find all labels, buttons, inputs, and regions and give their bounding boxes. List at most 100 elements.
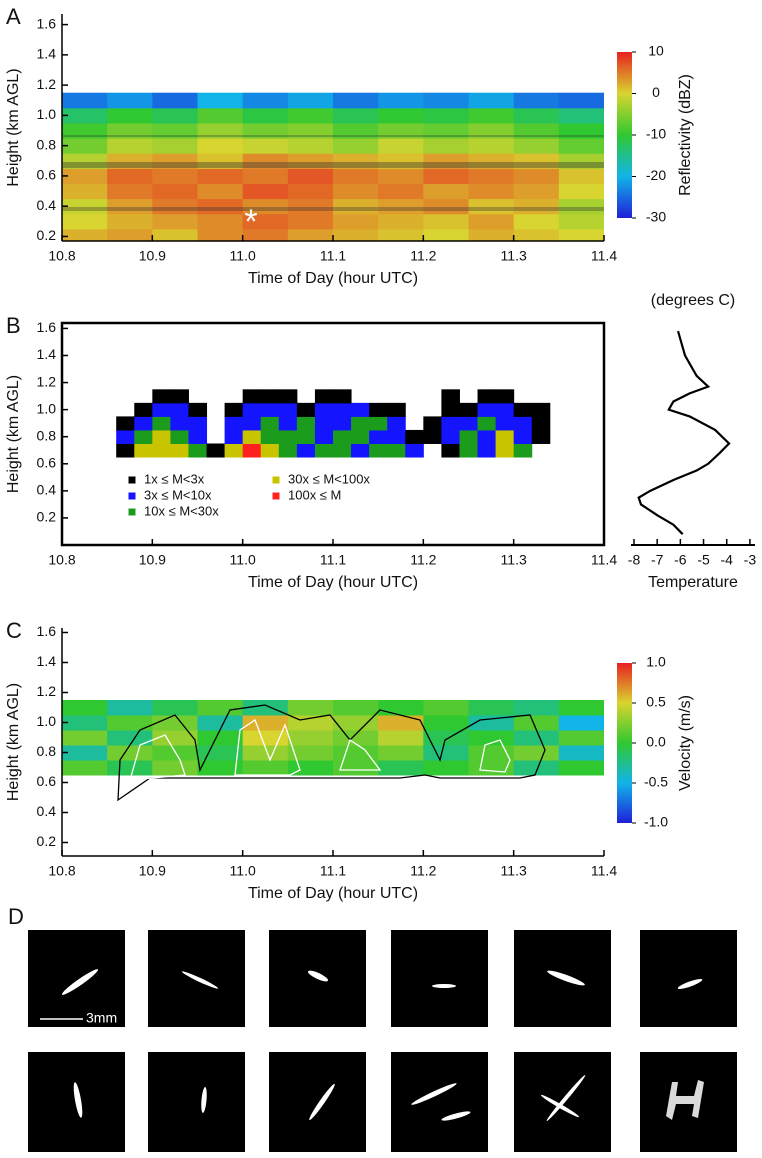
colorbar-tick-label: 0	[652, 84, 660, 100]
cell	[378, 213, 424, 230]
y-tick-label: 1.6	[37, 319, 57, 335]
colorbar	[617, 52, 632, 218]
cell	[333, 389, 352, 404]
temperature-line	[637, 330, 731, 535]
cell	[333, 183, 379, 200]
y-tick-label: 0.2	[37, 833, 57, 849]
cell	[314, 389, 334, 404]
crystal	[546, 1074, 586, 1122]
cell	[242, 213, 289, 230]
artifact-band	[62, 207, 604, 211]
cell	[477, 416, 497, 431]
cell	[459, 429, 479, 444]
scale-bar-label: 3mm	[86, 1010, 117, 1026]
cell	[333, 107, 379, 124]
colorbar-label: Velocity (m/s)	[677, 695, 694, 791]
cell	[558, 122, 604, 139]
cell	[152, 760, 198, 776]
cell	[513, 429, 533, 444]
x-tick-label: -4	[720, 552, 733, 568]
y-tick-label: 0.8	[37, 427, 57, 443]
crystal	[441, 1111, 471, 1121]
y-tick-label: 1.0	[37, 713, 57, 729]
cell	[378, 760, 424, 776]
legend-label: 10x ≤ M<30x	[144, 503, 219, 518]
cell	[477, 389, 497, 404]
cell	[62, 138, 108, 154]
cell	[62, 107, 108, 124]
cell	[558, 183, 604, 200]
cell	[423, 122, 469, 139]
cell	[242, 443, 262, 458]
cell	[423, 213, 469, 230]
cell	[152, 138, 198, 154]
cell	[134, 402, 153, 417]
x-tick-label: 11.4	[591, 863, 617, 879]
panel-label: D	[8, 904, 24, 929]
cell	[242, 138, 289, 154]
cell	[107, 213, 153, 230]
crystal	[411, 1083, 457, 1105]
cell	[296, 429, 316, 444]
cell	[513, 416, 533, 431]
cell	[351, 443, 370, 458]
cell	[170, 429, 189, 444]
cell	[387, 402, 406, 417]
cell	[242, 153, 289, 169]
cell	[278, 443, 298, 458]
cell	[333, 416, 352, 431]
cell	[558, 92, 604, 109]
panel	[62, 92, 604, 241]
cell	[107, 153, 153, 169]
cell	[513, 153, 560, 169]
cell	[242, 168, 289, 184]
cell	[513, 402, 533, 417]
panel-label: A	[6, 4, 21, 29]
cell	[242, 760, 289, 776]
cell	[152, 198, 198, 215]
cell	[107, 730, 153, 746]
crystal-images	[28, 930, 737, 1152]
image	[28, 930, 125, 1027]
y-tick-label: 1.6	[37, 623, 57, 639]
cell	[378, 107, 424, 124]
x-tick-label: 10.8	[48, 552, 75, 568]
cell	[387, 416, 406, 431]
cell	[197, 183, 244, 200]
image	[391, 930, 488, 1027]
chart-title: (degrees C)	[651, 292, 735, 309]
cell	[152, 715, 198, 731]
crystal	[309, 1083, 335, 1121]
cell	[224, 429, 244, 444]
cell	[62, 122, 108, 139]
cell	[333, 443, 352, 458]
cell	[107, 198, 153, 215]
artifact-band	[62, 162, 604, 168]
cell	[152, 183, 198, 200]
cell	[513, 107, 560, 124]
cell	[206, 443, 226, 458]
cell	[152, 168, 198, 184]
cell	[378, 168, 424, 184]
cell	[513, 730, 560, 746]
y-tick-label: 0.2	[37, 227, 57, 243]
y-tick-label: 1.2	[37, 683, 57, 699]
cell	[558, 745, 604, 761]
cell	[468, 715, 515, 731]
x-axis-label: Time of Day (hour UTC)	[248, 270, 418, 287]
cell	[468, 153, 515, 169]
cell	[152, 416, 171, 431]
cell	[152, 700, 198, 716]
x-tick-label: 11.0	[230, 248, 256, 264]
cell	[378, 153, 424, 169]
colorbar-tick-label: -1.0	[644, 814, 668, 830]
cell	[423, 429, 442, 444]
cell	[495, 429, 515, 444]
cell	[558, 715, 604, 731]
y-tick-label: 1.6	[37, 15, 57, 31]
cell	[441, 402, 460, 417]
cell	[333, 715, 379, 731]
cell	[242, 730, 289, 746]
cell	[468, 138, 515, 154]
